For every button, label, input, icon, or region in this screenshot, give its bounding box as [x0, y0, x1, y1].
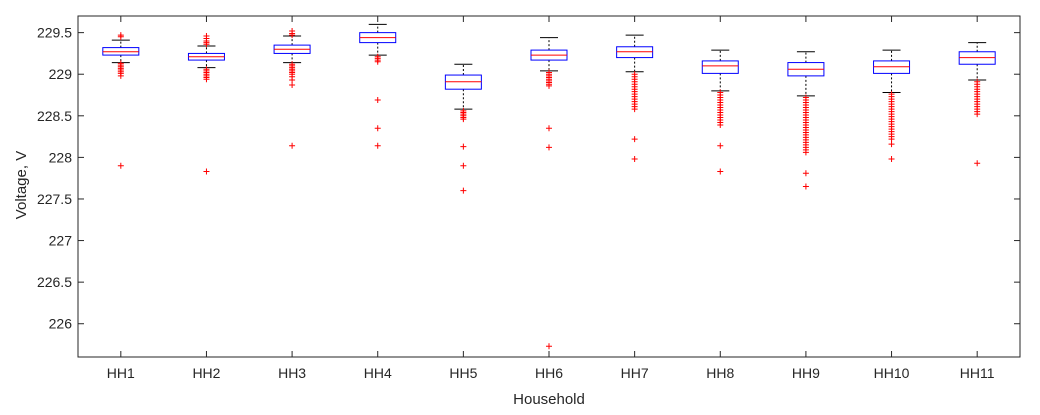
box-hh3: [273, 27, 311, 149]
x-tick-label: HH5: [449, 365, 477, 381]
y-tick-label: 227: [49, 233, 73, 249]
x-tick-label: HH3: [278, 365, 306, 381]
box-hh5: [444, 63, 482, 194]
x-tick-label: HH2: [192, 365, 220, 381]
outlier-point: [717, 168, 724, 175]
y-tick-label: 226.5: [37, 274, 72, 290]
outlier-point: [631, 156, 638, 163]
outlier-point: [460, 187, 467, 194]
outlier-point: [289, 32, 296, 39]
iqr-box: [701, 60, 739, 74]
x-tick-label: HH8: [706, 365, 734, 381]
outlier-point: [974, 160, 981, 167]
outlier-point: [117, 33, 124, 40]
outlier-point: [117, 72, 124, 79]
outlier-point: [802, 149, 809, 156]
outlier-point: [203, 41, 210, 48]
outlier-point: [374, 58, 381, 65]
y-tick-label: 229.5: [37, 25, 72, 41]
y-tick-label: 228.5: [37, 108, 72, 124]
box-hh2: [187, 32, 225, 175]
outlier-point: [888, 141, 895, 148]
y-tick-label: 228: [49, 149, 73, 165]
outlier-point: [289, 142, 296, 149]
y-tick-label: 227.5: [37, 191, 72, 207]
outlier-point: [374, 97, 381, 104]
x-tick-label: HH9: [792, 365, 820, 381]
outlier-point: [802, 170, 809, 177]
box-hh7: [616, 34, 654, 163]
outlier-point: [631, 106, 638, 113]
outlier-point: [631, 136, 638, 143]
outlier-point: [460, 143, 467, 150]
x-axis-title: Household: [513, 391, 585, 408]
outlier-point: [117, 162, 124, 169]
box-hh1: [102, 32, 140, 169]
y-axis-title: Voltage, V: [13, 151, 30, 219]
box-hh10: [873, 49, 911, 163]
x-tick-label: HH1: [107, 365, 135, 381]
outlier-point: [203, 76, 210, 83]
outlier-point: [546, 343, 552, 350]
box-hh9: [787, 51, 825, 190]
outlier-point: [203, 168, 210, 175]
x-tick-label: HH4: [364, 365, 392, 381]
outlier-point: [546, 144, 552, 151]
plot-marks: 226 226.5 227 227.5 228 228.5 229 229.5 HH1 HH2 HH…: [37, 16, 1020, 381]
x-tick-label: HH6: [535, 365, 563, 381]
box-hh8: [701, 49, 739, 175]
outlier-point: [974, 111, 981, 118]
outlier-point: [717, 121, 724, 128]
outlier-point: [460, 162, 467, 169]
outlier-point: [546, 82, 552, 89]
box-hh4: [359, 23, 397, 149]
outlier-point: [374, 125, 381, 132]
x-tick-label: HH7: [621, 365, 649, 381]
outlier-point: [460, 116, 467, 123]
box-hh6: [530, 37, 568, 350]
outlier-point: [802, 183, 809, 190]
outlier-point: [374, 142, 381, 149]
x-tick-label: HH10: [874, 365, 910, 381]
outlier-point: [717, 142, 724, 149]
x-tick-label: HH11: [960, 365, 995, 381]
y-tick-label: 229: [49, 66, 73, 82]
outlier-point: [546, 125, 552, 132]
outlier-point: [888, 156, 895, 163]
outlier-point: [289, 82, 296, 89]
box-hh11: [958, 42, 996, 167]
y-tick-label: 226: [49, 316, 73, 332]
